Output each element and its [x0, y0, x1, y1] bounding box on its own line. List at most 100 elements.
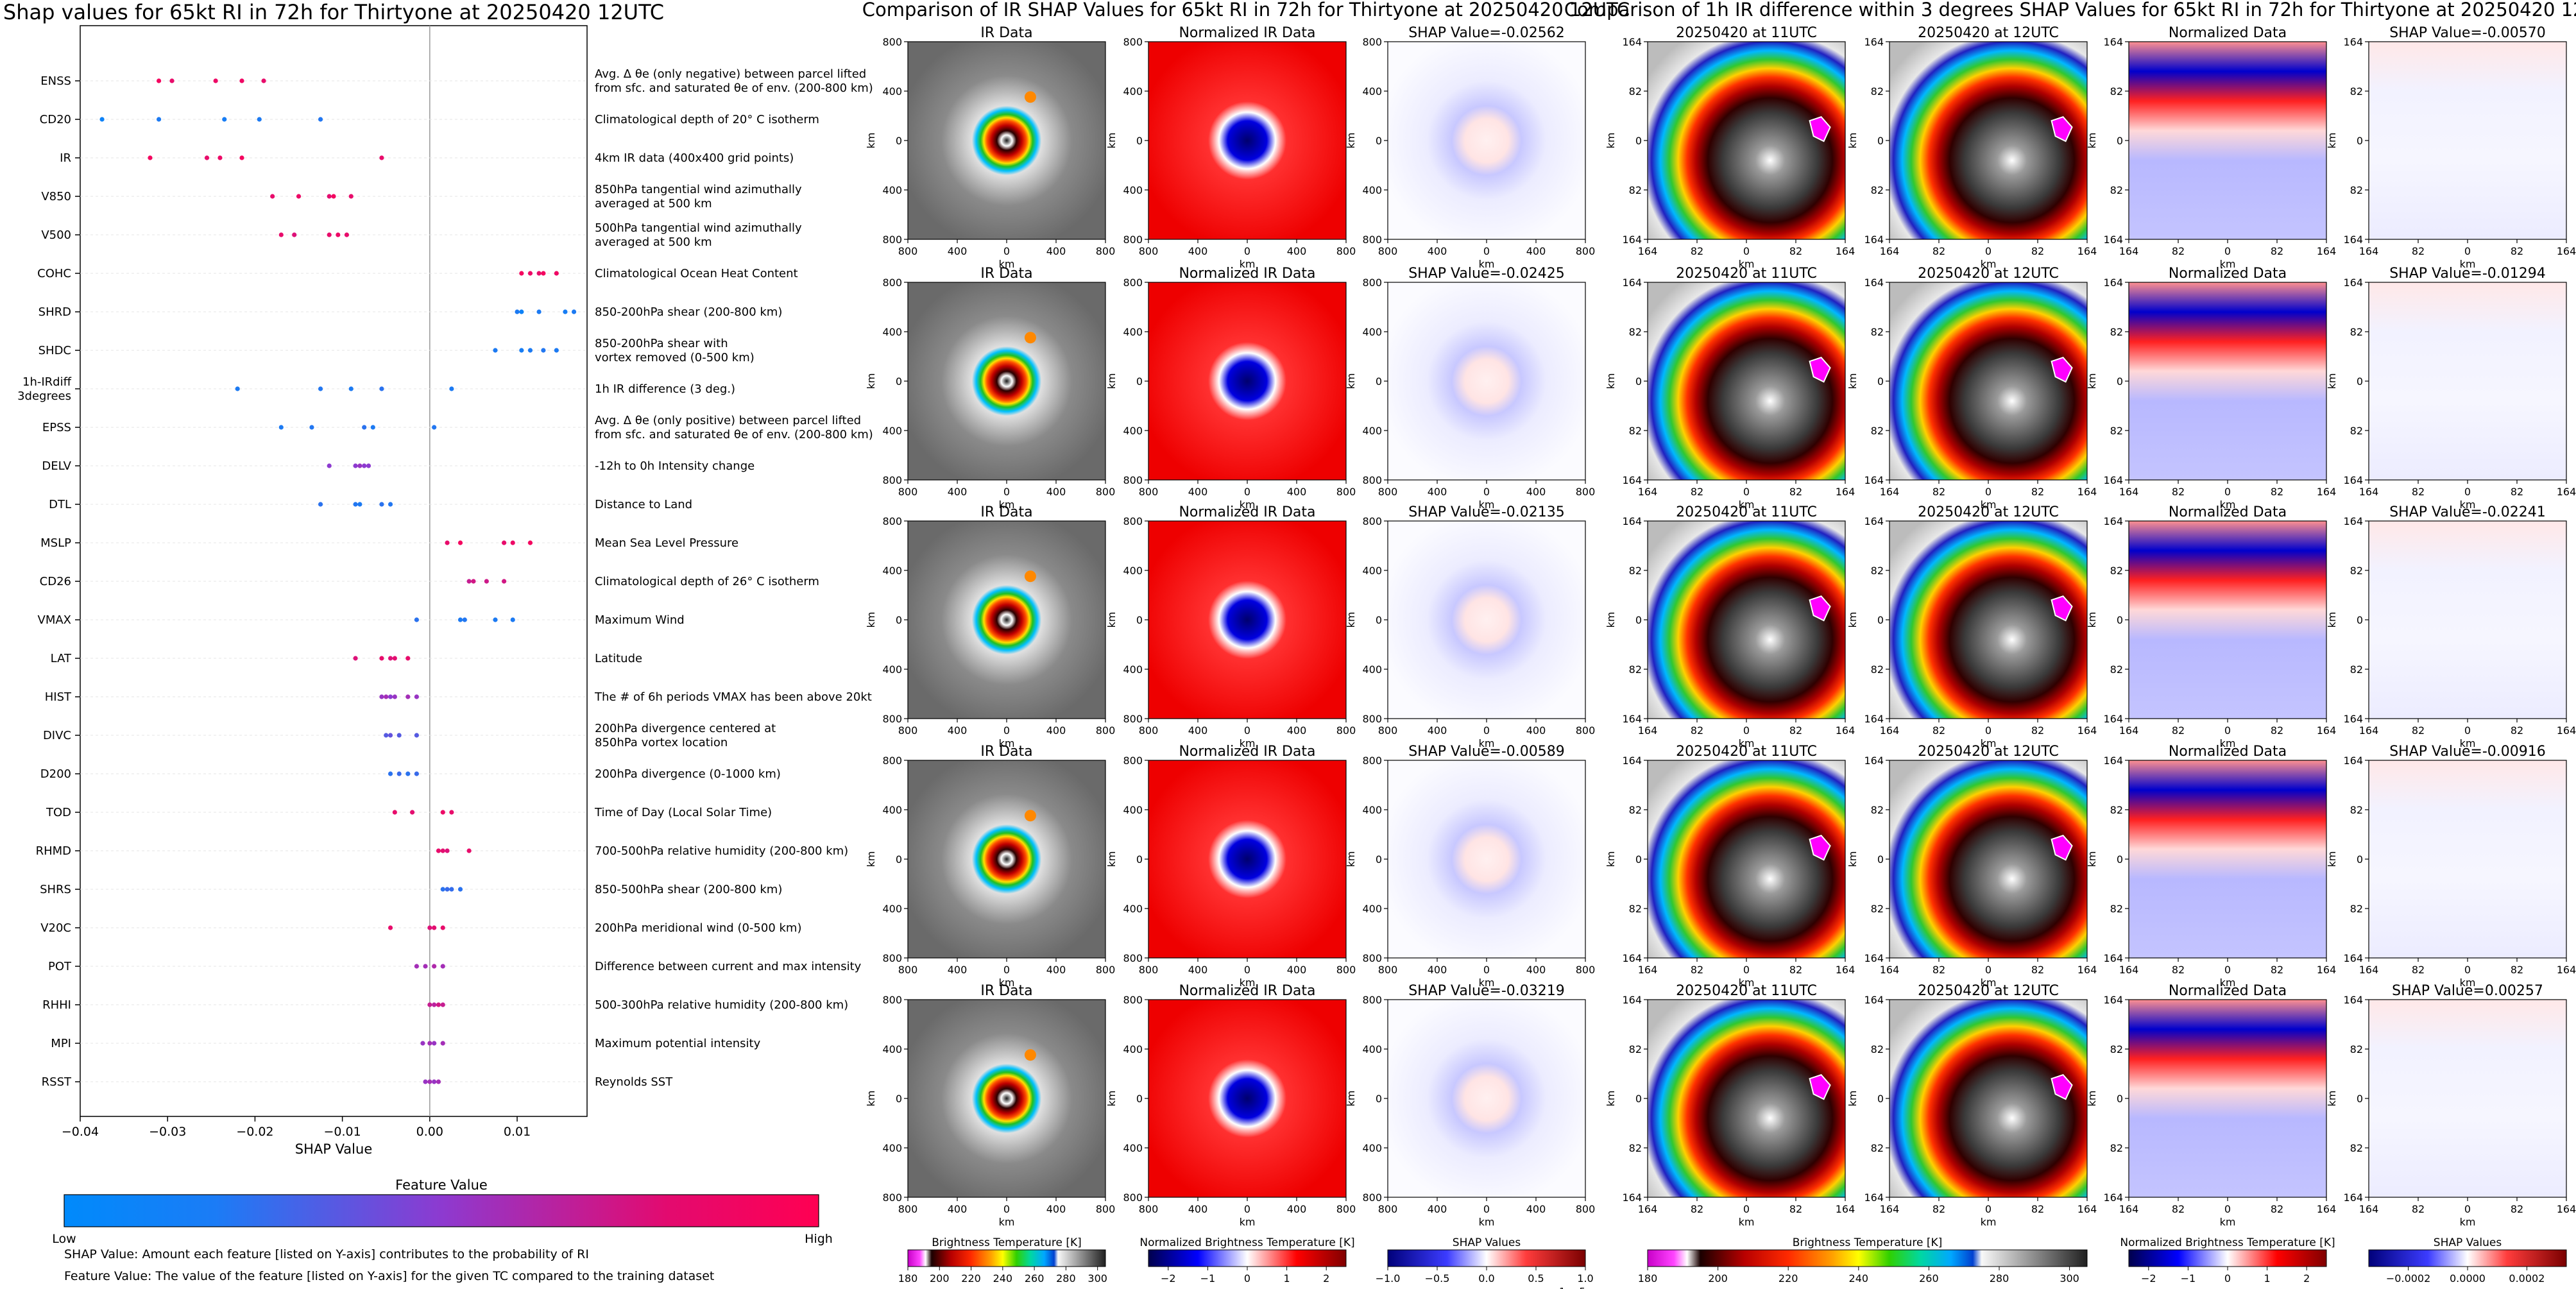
y-tick-label: 82 [2350, 663, 2363, 676]
x-tick-label: 0 [1985, 964, 1992, 976]
feature-description-label: Climatological Ocean Heat Content [595, 267, 798, 280]
panel-title: Normalized Data [2169, 744, 2287, 760]
shap-point [278, 232, 284, 237]
panel-title: IR Data [980, 504, 1032, 520]
y-tick-label: 0 [896, 853, 902, 866]
shap-point [440, 1041, 445, 1046]
x-axis-label: km [1981, 737, 1997, 749]
x-tick-label: 82 [1691, 486, 1703, 498]
y-tick-label: 800 [882, 952, 902, 964]
x-tick-label: 164 [2119, 245, 2139, 257]
shap-point [239, 155, 244, 160]
x-tick-label: 82 [2412, 724, 2425, 737]
shap-point [348, 194, 354, 199]
y-tick-label: 800 [1123, 713, 1143, 725]
panel-image [907, 760, 1106, 959]
panel-image [1148, 282, 1347, 481]
heatmap-panel: 20250420 at 11UTC1641648282008282164164k… [1605, 983, 1855, 1228]
convection-marker [1809, 1074, 1831, 1100]
y-tick-label: 400 [1123, 663, 1143, 676]
y-tick-label: 82 [1629, 565, 1642, 577]
colorbar-gradient [1148, 1249, 1347, 1267]
shap-point [519, 348, 524, 353]
shap-point [327, 232, 332, 237]
feature-name-label: DIVC [43, 729, 71, 742]
heatmap-panel: SHAP Value=-0.01294164164828200828216416… [2326, 266, 2576, 511]
y-tick-label: 800 [882, 277, 902, 289]
shap-point [362, 425, 367, 430]
x-tick-label: 82 [2031, 1203, 2044, 1215]
y-tick-label: 800 [1362, 1191, 1382, 1204]
panel-colorbar: Brightness Temperature [K] 180 200 220 240 26… [1638, 1236, 2088, 1285]
y-tick-label: 0 [1635, 375, 1642, 388]
x-tick-label: 400 [1287, 1203, 1307, 1215]
y-tick-label: 800 [882, 755, 902, 767]
feature-name-label: V850 [41, 190, 71, 203]
x-tick-label: 164 [1880, 1203, 1900, 1215]
x-tick-label: 800 [1139, 964, 1159, 976]
shap-point [493, 617, 498, 622]
y-tick-label: 400 [1362, 425, 1382, 437]
x-tick-label: 164 [1638, 724, 1658, 737]
y-tick-label: 400 [882, 804, 902, 816]
x-tick-label: 164 [2077, 964, 2097, 976]
y-tick-label: 400 [882, 903, 902, 915]
y-axis-label: km [1847, 851, 1859, 867]
panel-title: IR Data [980, 266, 1032, 282]
y-tick-label: 164 [2103, 234, 2123, 246]
x-axis-label: km [2460, 737, 2476, 749]
convection-marker [1809, 116, 1831, 142]
colorbar-tick-label: 0.0 [1478, 1272, 1494, 1285]
panel-title: SHAP Value=0.00257 [2392, 983, 2543, 999]
y-tick-label: 0 [1877, 614, 1884, 626]
panel-colorbar: SHAP Values −0.0002 0.0000 0.0002 [2368, 1236, 2567, 1285]
y-tick-label: 82 [2350, 85, 2363, 98]
y-tick-label: 164 [2103, 994, 2123, 1006]
x-tick-label: 800 [1336, 486, 1356, 498]
feature-name-label: MPI [51, 1037, 71, 1050]
x-axis-label: km [1479, 1216, 1495, 1228]
x-tick-label: 800 [1378, 724, 1398, 737]
shap-point [423, 964, 428, 969]
feature-description-label: 850-500hPa shear (200-800 km) [595, 883, 782, 896]
colorbar-tick-label: 200 [1708, 1272, 1728, 1285]
y-tick-label: 0 [1376, 853, 1382, 866]
feature-name-label: VMAX [38, 613, 72, 627]
feature-name-label: EPSS [42, 421, 71, 434]
x-tick-label: 82 [2412, 1203, 2425, 1215]
x-tick-label: 800 [1378, 964, 1398, 976]
feature-description-label: Avg. Δ θe (only positive) between parcel… [595, 414, 873, 441]
x-tick-label: 0 [2224, 1203, 2231, 1215]
y-tick-label: 0 [1376, 1093, 1382, 1105]
y-tick-label: 0 [1376, 375, 1382, 388]
shap-point [449, 887, 454, 892]
y-tick-label: 0 [1877, 1093, 1884, 1105]
shap-point [571, 309, 577, 314]
shap-point [292, 232, 297, 237]
colorbar-tick-label: 240 [1849, 1272, 1869, 1285]
heatmap-panel: Normalized IR Data8008004004000040040080… [1105, 25, 1356, 270]
feature-name-label: DTL [49, 498, 71, 511]
panel-title: Normalized Data [2169, 266, 2287, 282]
colorbar-title: Normalized Brightness Temperature [K] [1139, 1236, 1354, 1249]
y-tick-label: 164 [2103, 36, 2123, 48]
x-tick-label: 800 [898, 724, 918, 737]
heatmap-panel: SHAP Value=-0.03219800800400400004004008… [1345, 983, 1595, 1228]
shap-point [484, 579, 489, 584]
feature-description-label: Time of Day (Local Solar Time) [594, 806, 772, 819]
panel-image [1889, 520, 2088, 719]
y-tick-label: 0 [2117, 375, 2123, 388]
y-axis-label: km [1345, 612, 1357, 628]
panel-image [907, 282, 1106, 481]
shap-value-note: SHAP Value: Amount each feature [listed … [64, 1247, 589, 1261]
x-tick-label: 164 [2557, 724, 2576, 737]
colorbar-exponent: 1e−5 [1559, 1286, 1585, 1289]
shap-point [218, 155, 223, 160]
colorbar-tick-label: 300 [1088, 1272, 1107, 1285]
shap-point [527, 348, 533, 353]
heatmap-panel: SHAP Value=-0.02135800800400400004004008… [1345, 504, 1595, 749]
y-tick-label: 0 [896, 375, 902, 388]
shap-point [554, 348, 559, 353]
y-tick-label: 82 [1871, 85, 1884, 98]
heatmap-panel: Normalized IR Data8008004004000040040080… [1105, 266, 1356, 511]
